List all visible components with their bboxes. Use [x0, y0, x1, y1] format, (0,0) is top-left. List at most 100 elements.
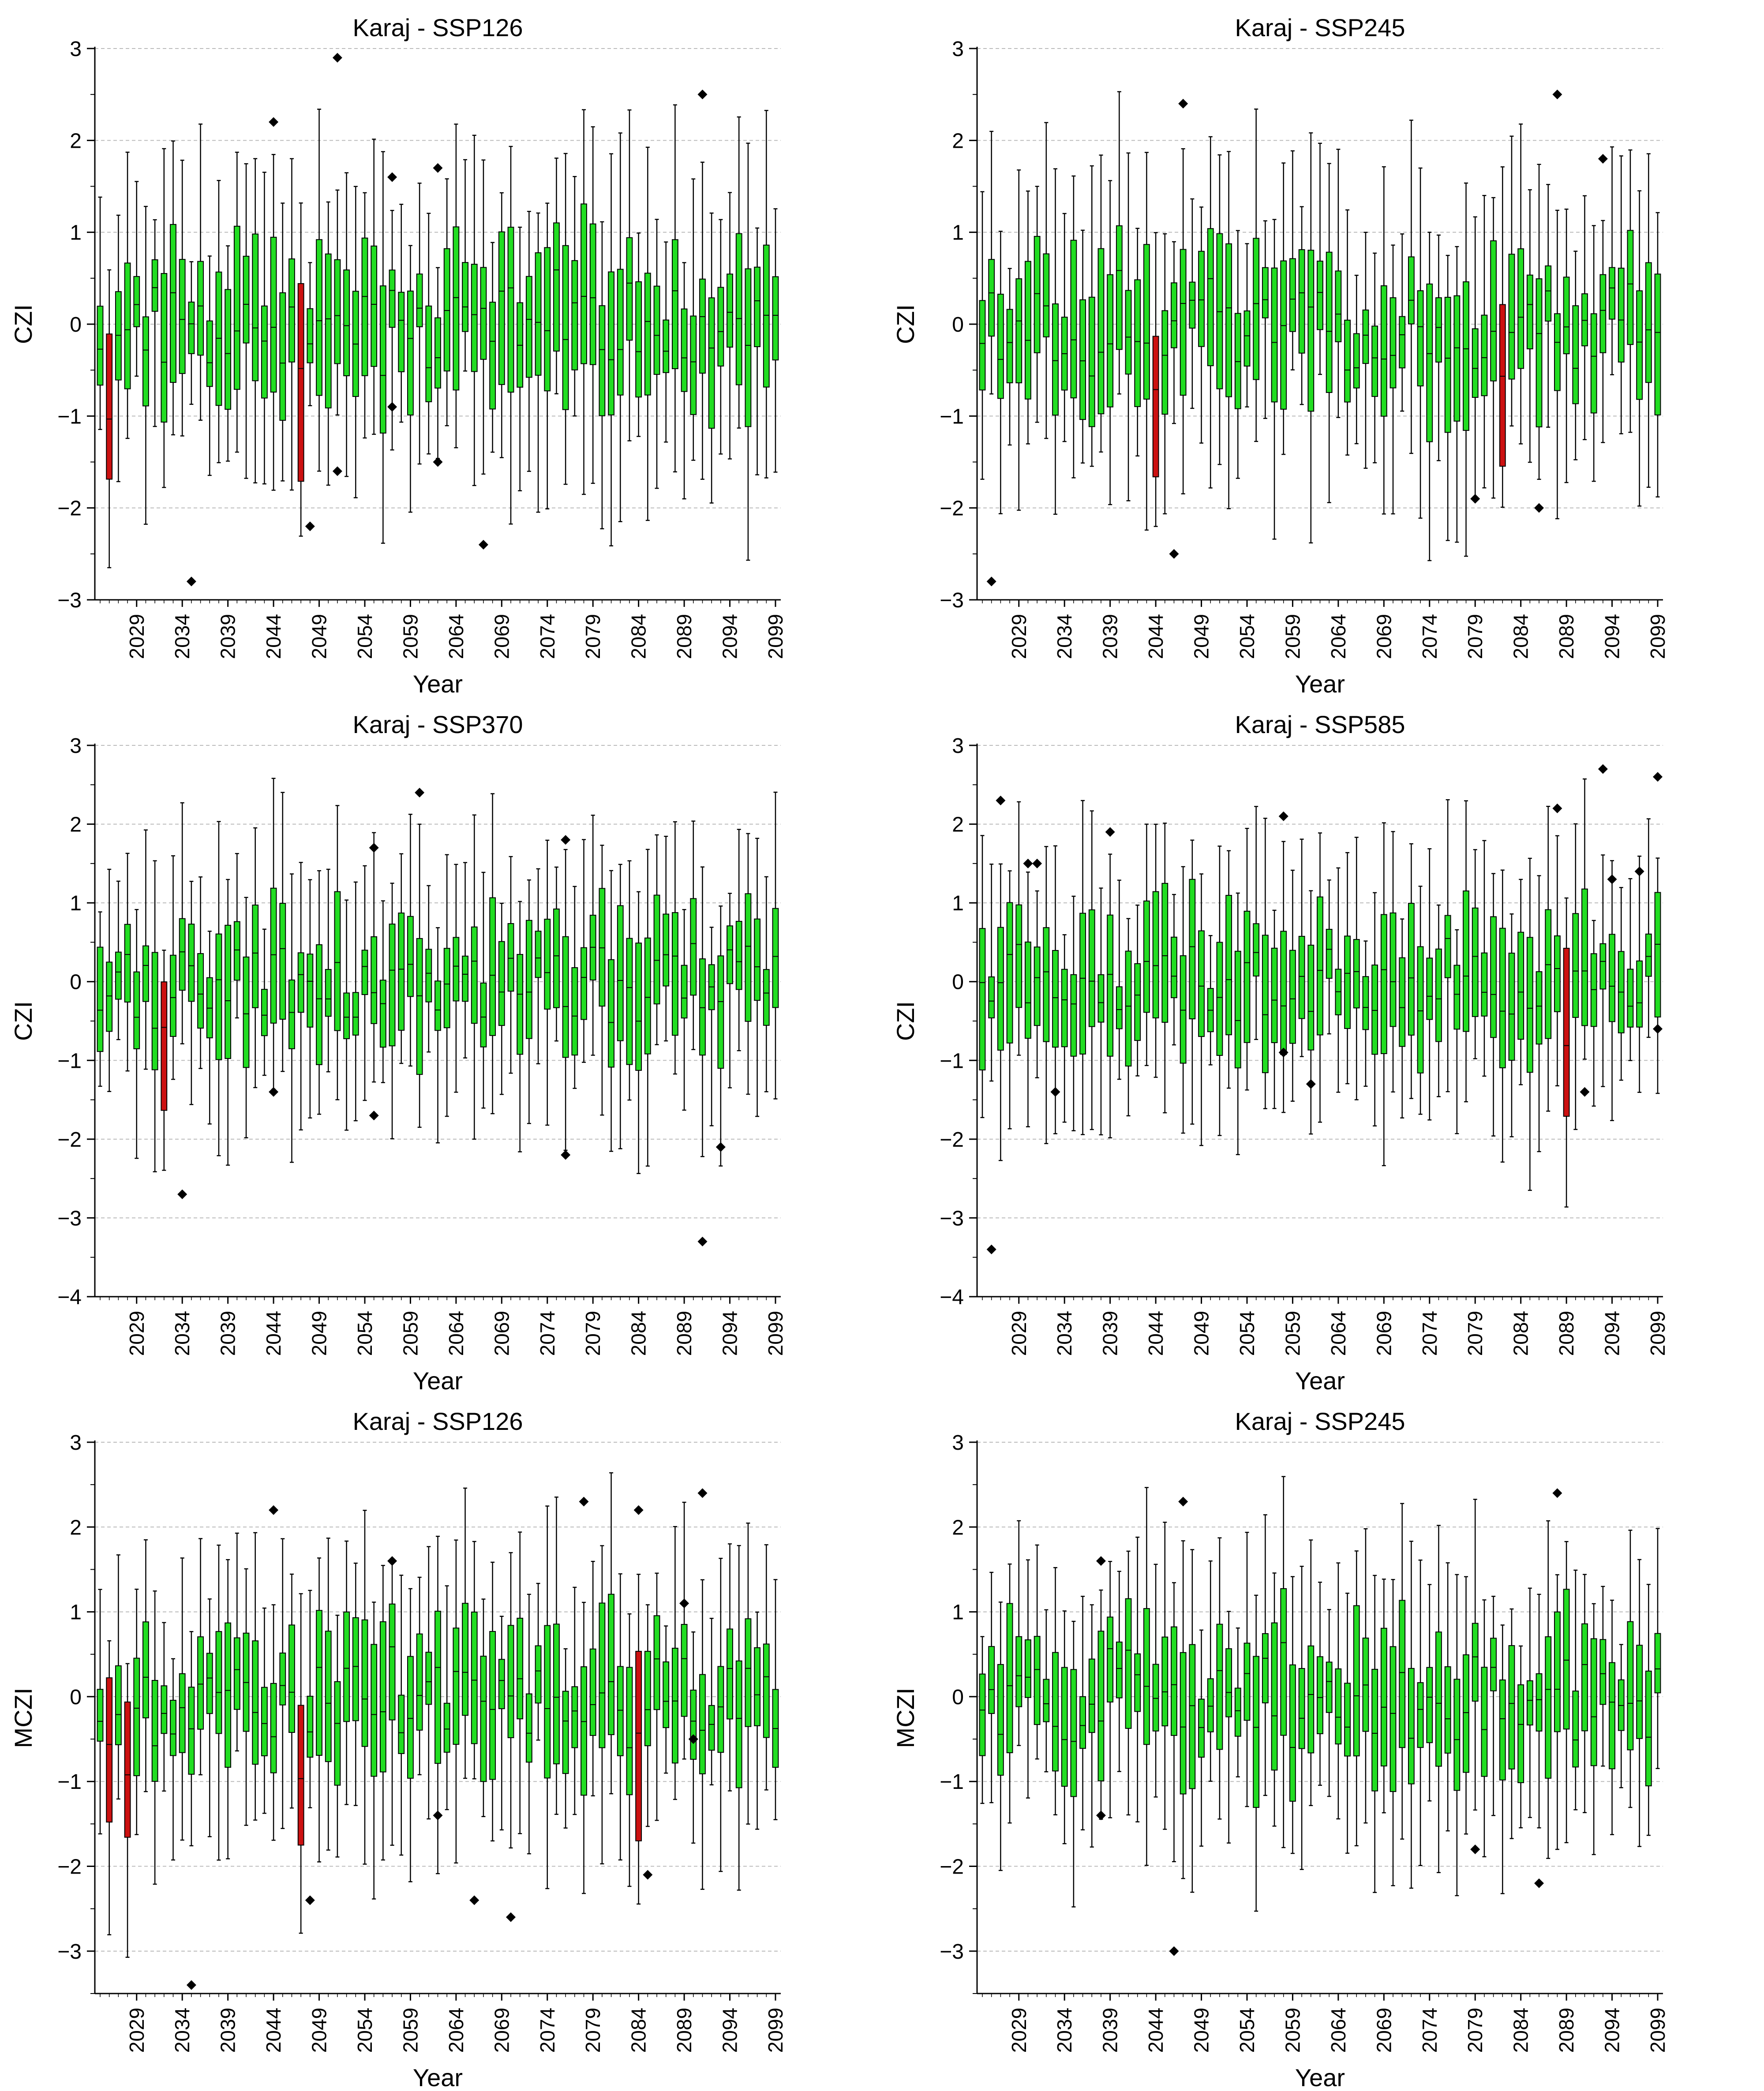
box	[1636, 1645, 1643, 1739]
box	[316, 1610, 322, 1756]
y-tick-label: 2	[952, 813, 964, 837]
box-2035	[1070, 895, 1077, 1131]
box-2072	[1408, 120, 1415, 454]
box	[471, 926, 478, 1024]
box	[617, 269, 624, 396]
box-2059	[407, 1588, 414, 1882]
box-2056	[1262, 220, 1269, 419]
y-tick-label: −1	[57, 405, 82, 428]
box	[398, 292, 405, 372]
box-2097	[754, 227, 761, 475]
box	[1426, 283, 1433, 442]
box	[1079, 913, 1086, 1055]
box-2075	[553, 866, 560, 1042]
box-2094	[727, 192, 733, 460]
box-2073	[535, 868, 542, 1065]
box-2051	[334, 805, 341, 1100]
box	[1499, 304, 1506, 467]
box	[1262, 1633, 1269, 1704]
box	[115, 951, 122, 1000]
box	[1353, 333, 1360, 389]
box-2091	[699, 1579, 706, 1890]
box-2089	[681, 1501, 688, 1760]
box-2045	[1161, 823, 1169, 1114]
outlier-point	[433, 1810, 443, 1821]
box	[1088, 1658, 1095, 1733]
box	[1052, 1652, 1059, 1772]
box-2036	[1079, 229, 1086, 464]
box-2065	[1344, 852, 1351, 1085]
outlier-point	[186, 1980, 196, 1990]
y-tick-label: 1	[70, 1601, 82, 1624]
chart-panel-4: −4 −3 −2 −1 0 1 2 3 2029 2034 2039 2044 2049 2054 2059…	[882, 697, 1764, 1394]
box	[1599, 1639, 1607, 1705]
x-tick-label: 2094	[1601, 1311, 1624, 1356]
box-2036	[197, 123, 204, 421]
box	[1234, 1687, 1241, 1737]
box	[1025, 1639, 1031, 1698]
box	[1052, 303, 1059, 416]
box	[635, 281, 642, 398]
box	[361, 237, 368, 376]
box-2075	[553, 157, 560, 395]
box-2041	[1125, 152, 1132, 501]
box-2055	[1253, 1594, 1260, 1912]
box	[453, 226, 460, 391]
box-2026	[106, 1640, 113, 1935]
box	[617, 1666, 624, 1756]
box	[1198, 930, 1205, 1037]
x-tick-label: 2099	[764, 614, 787, 659]
box-2074	[1426, 848, 1433, 1121]
box	[1335, 270, 1342, 342]
box	[1453, 965, 1461, 1030]
box	[1581, 293, 1588, 347]
box	[535, 1645, 542, 1704]
x-tick-label: 2069	[490, 1311, 513, 1356]
box	[1599, 943, 1607, 990]
box-2045	[279, 202, 286, 482]
box	[1499, 1679, 1506, 1781]
box	[1180, 249, 1187, 396]
box	[1143, 900, 1150, 1013]
y-tick-label: 0	[952, 313, 964, 337]
box-2089	[1563, 1541, 1570, 1844]
box-2032	[161, 1622, 168, 1792]
box	[106, 961, 113, 1032]
box-2085	[644, 1604, 651, 1827]
outlier-point	[1634, 866, 1644, 876]
box-2076	[1444, 799, 1451, 1092]
x-tick-label: 2074	[1418, 2008, 1441, 2053]
box	[1034, 236, 1041, 353]
chart-panel-2: −3 −2 −1 0 1 2 3 2029 2034 2039 2044 2049 2054 2059 20…	[882, 0, 1764, 697]
x-tick-label: 2089	[1555, 1311, 1578, 1356]
outlier-point	[1598, 154, 1608, 164]
box-2050	[325, 1537, 332, 1851]
box	[1453, 1679, 1461, 1791]
box-2043	[1143, 823, 1150, 1066]
box	[1590, 953, 1597, 1027]
box	[462, 955, 468, 1002]
box	[1043, 927, 1050, 1042]
x-tick-label: 2089	[1555, 614, 1578, 659]
box-2079	[589, 815, 596, 1056]
box	[1517, 931, 1524, 1040]
box	[1344, 1683, 1351, 1757]
box	[1417, 1682, 1424, 1748]
box-2092	[708, 927, 715, 1126]
outlier-point	[1534, 503, 1544, 513]
y-tick-label: −3	[940, 1940, 964, 1964]
box-2083	[626, 109, 633, 441]
x-axis-label: Year	[413, 2064, 463, 2091]
x-axis-label: Year	[1295, 2064, 1345, 2091]
y-tick-label: −2	[57, 1855, 82, 1879]
box-2083	[1508, 913, 1515, 1137]
box	[535, 931, 542, 978]
box-2091	[699, 161, 706, 480]
box-2029	[133, 181, 140, 377]
box	[316, 239, 322, 396]
box	[1015, 278, 1022, 384]
box-2093	[1599, 220, 1607, 443]
box-2078	[581, 839, 587, 1063]
box	[1645, 1670, 1652, 1787]
x-tick-label: 2039	[217, 2008, 240, 2053]
